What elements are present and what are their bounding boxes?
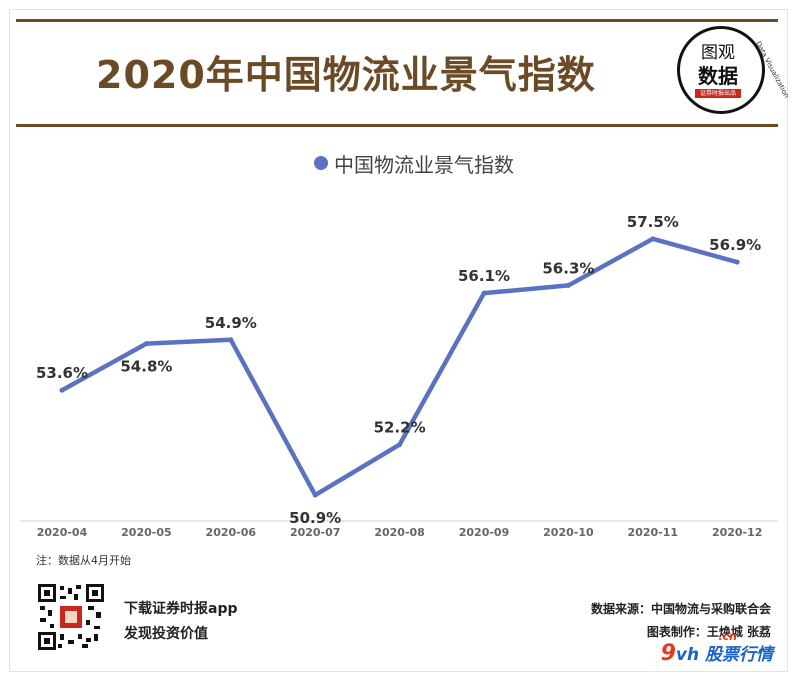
data-point — [312, 492, 318, 498]
x-tick-label: 2020-05 — [121, 526, 172, 539]
data-label: 50.9% — [289, 509, 341, 527]
data-point — [481, 290, 487, 296]
poster-frame — [10, 10, 787, 671]
x-tick-label: 2020-11 — [628, 526, 679, 539]
badge-bar: 证券时报出品 — [695, 89, 741, 98]
data-point — [59, 387, 65, 393]
legend-marker — [314, 156, 328, 170]
data-label: 56.3% — [542, 259, 594, 277]
qr-code-icon — [38, 584, 104, 650]
brand-badge: 图观 数据 证券时报出品 Data Visualization — [673, 22, 791, 122]
x-tick-label: 2020-07 — [290, 526, 341, 539]
promo-slogan: 发现投资价值 — [124, 626, 208, 642]
title-underline — [16, 124, 778, 127]
data-label: 57.5% — [627, 213, 679, 231]
x-tick-label: 2020-12 — [712, 526, 763, 539]
data-labels: 53.6% 54.8% 54.9% 50.9% 52.2% 56.1% 56.3% 57.5%… — [36, 213, 761, 527]
legend-label: 中国物流业景气指数 — [334, 152, 514, 177]
series-layer — [59, 236, 740, 498]
watermark: 9vh 股票行情 .cn — [660, 630, 773, 666]
data-label: 54.8% — [120, 358, 172, 376]
badge-line1: 图观 — [701, 43, 735, 63]
x-axis-ticks: 2020-04 2020-05 2020-06 2020-07 2020-08 2020-… — [37, 526, 763, 539]
x-tick-label: 2020-04 — [37, 526, 88, 539]
data-source: 数据来源：中国物流与采购联合会 — [590, 602, 771, 616]
data-label: 56.1% — [458, 267, 510, 285]
x-tick-label: 2020-10 — [543, 526, 594, 539]
watermark-nine: 9 — [660, 641, 676, 666]
chart-legend: 中国物流业景气指数 — [314, 150, 514, 177]
x-tick-label: 2020-08 — [374, 526, 425, 539]
watermark-vh: vh — [675, 645, 700, 665]
data-point — [397, 442, 403, 448]
data-point — [565, 282, 571, 288]
page-title: 2020年中国物流业景气指数 — [96, 53, 596, 97]
badge-line2: 数据 — [698, 64, 738, 88]
badge-circle — [677, 26, 765, 114]
data-point — [143, 341, 149, 347]
data-point — [650, 236, 656, 242]
top-rule — [16, 19, 778, 22]
data-label: 56.9% — [709, 236, 761, 254]
promo-download: 下载证券时报app — [124, 601, 238, 617]
x-tick-label: 2020-09 — [459, 526, 510, 539]
data-label: 53.6% — [36, 364, 88, 382]
data-label: 52.2% — [374, 419, 426, 437]
chart-credit: 图表制作：王焕城 张荔 — [646, 625, 771, 639]
watermark-text: 股票行情 — [705, 645, 773, 665]
x-tick-label: 2020-06 — [206, 526, 257, 539]
data-point — [228, 337, 234, 343]
data-label: 54.9% — [205, 314, 257, 332]
watermark-domain: .cn — [718, 630, 737, 643]
footnote: 注：数据从4月开始 — [36, 554, 131, 567]
data-point — [734, 259, 740, 265]
